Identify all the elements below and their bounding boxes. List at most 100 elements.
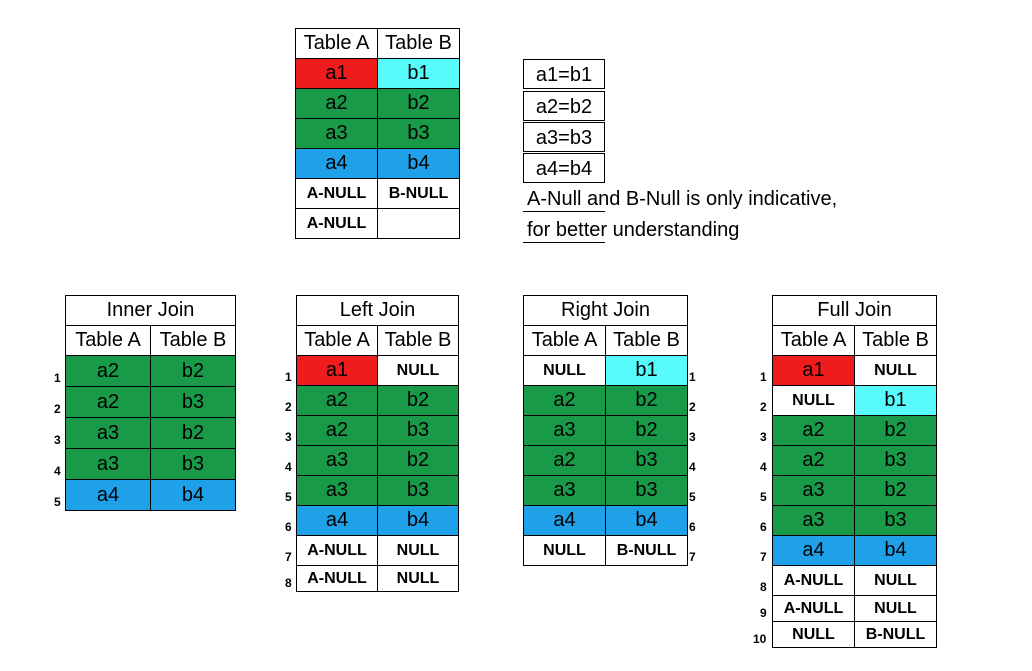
table-row: a2 b3 <box>772 445 938 476</box>
table-row: a3 b3 <box>65 448 236 480</box>
left-join-row-number: 7 <box>285 550 292 564</box>
inner-join-cell-a: a3 <box>65 448 151 480</box>
full-join-cell-b: b1 <box>853 385 938 416</box>
left-join-title: Left Join <box>295 295 460 326</box>
right-join-row-number: 2 <box>689 400 696 414</box>
full-join-cell-a: A-NULL <box>772 595 855 622</box>
left-join-row-number: 5 <box>285 490 292 504</box>
full-join-row-number: 4 <box>760 460 767 474</box>
equality-box: a1=b1 <box>523 59 605 89</box>
table-row: a2 b2 <box>523 385 688 416</box>
source-cell-a: A-NULL <box>295 208 378 239</box>
right-join-cell-a: NULL <box>523 355 606 386</box>
left-join-header-b: Table B <box>376 325 460 356</box>
right-join-cell-b: b2 <box>605 415 688 446</box>
left-join-cell-a: A-NULL <box>296 535 378 566</box>
inner-join-cell-a: a2 <box>65 355 151 387</box>
full-join-cell-b: b3 <box>853 505 938 536</box>
full-join-cell-a: a2 <box>772 445 855 476</box>
left-join-cell-b: b2 <box>376 445 460 476</box>
full-join-row-number: 2 <box>760 400 767 414</box>
inner-join-cell-b: b2 <box>150 417 236 449</box>
full-join-cell-b: B-NULL <box>853 621 938 648</box>
left-join-row-number: 3 <box>285 430 292 444</box>
source-cell-a: a4 <box>295 148 378 179</box>
right-join-cell-a: a4 <box>523 505 606 536</box>
note-underline-2 <box>523 242 605 243</box>
full-join-row-number: 5 <box>760 490 767 504</box>
inner-join-cell-a: a4 <box>65 479 151 511</box>
table-row: a1 NULL <box>296 355 460 386</box>
inner-join-header-a: Table A <box>65 325 151 356</box>
full-join-cell-a: a2 <box>772 415 855 446</box>
left-join-cell-a: a3 <box>296 475 378 506</box>
note-line-1: A-Null and B-Null is only indicative, <box>527 188 838 210</box>
left-join-cell-b: b3 <box>376 415 460 446</box>
right-join-header-a: Table A <box>523 325 606 356</box>
left-join-cell-b: b2 <box>376 385 460 416</box>
equality-box: a4=b4 <box>523 153 605 183</box>
right-join-table: Right Join Table A Table B NULL b1 a2 b2 a3 b2 a2… <box>523 295 688 566</box>
left-join-row-number: 1 <box>285 370 292 384</box>
table-row: NULL B-NULL <box>523 535 688 566</box>
table-row: A-NULL NULL <box>772 595 938 622</box>
right-join-cell-a: a3 <box>523 475 606 506</box>
full-join-row-number: 8 <box>760 580 767 594</box>
table-row: a2 b3 <box>65 386 236 418</box>
right-join-row-number: 3 <box>689 430 696 444</box>
table-row: NULL b1 <box>772 385 938 416</box>
table-row: NULL b1 <box>523 355 688 386</box>
left-join-cell-a: a2 <box>296 385 378 416</box>
note-line-2: for better understanding <box>527 219 740 241</box>
full-join-cell-a: A-NULL <box>772 565 855 596</box>
right-join-row-number: 5 <box>689 490 696 504</box>
inner-join-cell-a: a3 <box>65 417 151 449</box>
right-join-header-b: Table B <box>605 325 688 356</box>
right-join-cell-b: b1 <box>605 355 688 386</box>
source-cell-b: b2 <box>377 88 460 119</box>
left-join-cell-b: NULL <box>376 535 460 566</box>
right-join-cell-a: a3 <box>523 415 606 446</box>
right-join-row-number: 6 <box>689 520 696 534</box>
left-join-cell-a: A-NULL <box>296 565 378 592</box>
table-row: a3 b2 <box>772 475 938 506</box>
note-underline-1 <box>523 211 605 212</box>
right-join-row-number: 7 <box>689 550 696 564</box>
table-row: a2 b3 <box>523 445 688 476</box>
left-join-cell-b: b3 <box>376 475 460 506</box>
inner-join-cell-b: b3 <box>150 386 236 418</box>
equality-box: a2=b2 <box>523 91 605 121</box>
source-header-b: Table B <box>377 28 460 59</box>
table-row: A-NULL NULL <box>296 565 460 592</box>
left-join-row-number: 8 <box>285 576 292 590</box>
table-row: A-NULL NULL <box>296 535 460 566</box>
table-row: a3 b2 <box>65 417 236 449</box>
full-join-row-number: 7 <box>760 550 767 564</box>
full-join-cell-a: a4 <box>772 535 855 566</box>
full-join-cell-b: NULL <box>853 595 938 622</box>
inner-join-row-number: 5 <box>54 495 61 509</box>
right-join-row-number: 4 <box>689 460 696 474</box>
left-join-cell-a: a2 <box>296 415 378 446</box>
right-join-cell-a: a2 <box>523 385 606 416</box>
full-join-cell-b: b2 <box>853 475 938 506</box>
table-row: a3 b3 <box>523 475 688 506</box>
inner-join-cell-b: b3 <box>150 448 236 480</box>
inner-join-row-number: 1 <box>54 371 61 385</box>
left-join-cell-a: a4 <box>296 505 378 536</box>
table-row: a4 b4 <box>523 505 688 536</box>
table-row: a3 b2 <box>296 445 460 476</box>
source-cell-a: a3 <box>295 118 378 149</box>
source-row: a1 b1 <box>295 58 460 89</box>
right-join-cell-a: a2 <box>523 445 606 476</box>
full-join-title: Full Join <box>771 295 938 326</box>
table-row: a3 b3 <box>296 475 460 506</box>
table-row: a4 b4 <box>772 535 938 566</box>
source-cell-a: A-NULL <box>295 178 378 209</box>
left-join-cell-b: NULL <box>376 565 460 592</box>
source-row: a2 b2 <box>295 88 460 119</box>
